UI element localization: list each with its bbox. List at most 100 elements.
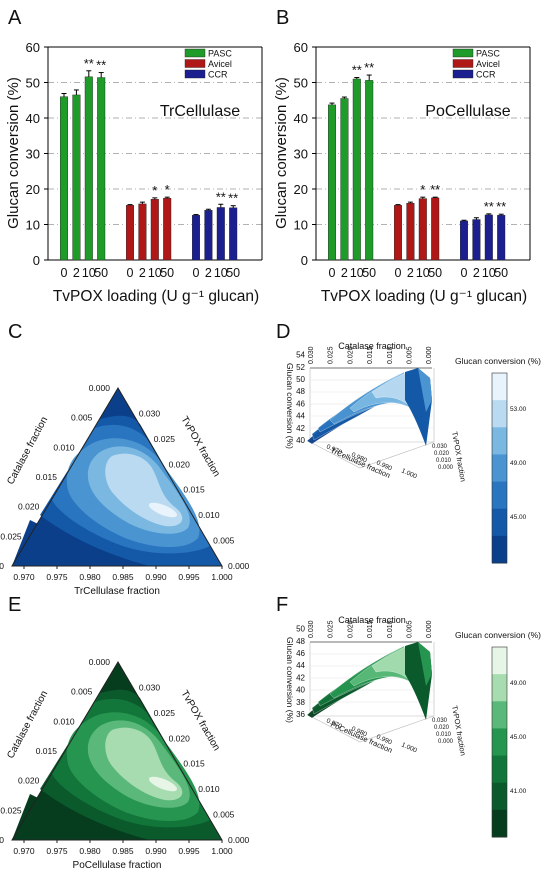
right-tick-label: 0.005	[213, 810, 235, 820]
front-tick-label: 1.000	[400, 467, 418, 480]
left-tick-label: 0.010	[53, 442, 75, 452]
legend-swatch	[452, 69, 474, 79]
right-tick-label: 0.000	[228, 561, 250, 571]
left-tick-label: 0.005	[71, 687, 93, 697]
surface-plot-f: 0.030 0.025 0.020 0.015 0.010 0.005 0.000 Catal…	[285, 615, 541, 838]
x-tick-label: 10	[82, 266, 96, 280]
top-axis-label: Catalase fraction	[338, 341, 406, 351]
x-tick-label: 50	[226, 266, 240, 280]
colorbar-segment	[492, 701, 507, 729]
x-tick-label: 0	[329, 266, 336, 280]
box-floor	[309, 441, 435, 469]
z-tick-label: 40	[296, 686, 305, 695]
legend-label: PASC	[476, 49, 500, 59]
bottom-tick-label: 0.995	[178, 846, 200, 856]
contour-level	[104, 388, 132, 412]
panel-letter-a: A	[8, 7, 22, 29]
ternary-frame	[11, 661, 223, 841]
bottom-tick-label: 0.985	[112, 846, 134, 856]
top-tick-label: 0.000	[426, 346, 433, 364]
z-tick-label: 50	[296, 375, 305, 384]
bar-ccr	[216, 207, 225, 261]
colorbar-segment	[492, 755, 507, 784]
side-axis-label: TvPOX fraction	[450, 705, 468, 757]
significance-mark: **	[228, 191, 238, 206]
colorbar-segment	[492, 373, 507, 401]
bar-ccr	[229, 207, 238, 261]
z-tick-label: 46	[296, 649, 305, 658]
z-tick-label: 44	[296, 661, 305, 670]
z-tick-label: 48	[296, 637, 305, 646]
z-tick-label: 44	[296, 412, 305, 421]
z-tick-label: 42	[296, 673, 305, 682]
left-tick-label: 0.015	[36, 746, 58, 756]
colorbar-segment	[492, 674, 507, 702]
z-tick-label: 52	[296, 363, 305, 372]
y-tick-label: 50	[294, 76, 308, 91]
side-tick-label: 0.020	[434, 725, 450, 731]
right-tick-label: 0.030	[139, 682, 161, 692]
x-tick-label: 2	[473, 266, 480, 280]
colorbar-segment	[492, 508, 507, 537]
legend-label: Avicel	[476, 59, 500, 69]
bar-avicel	[418, 198, 427, 261]
x-tick-label: 0	[61, 266, 68, 280]
right-tick-label: 0.015	[183, 485, 205, 495]
contour-level	[104, 662, 132, 686]
right-tick-label: 0.025	[154, 708, 176, 718]
x-axis-label: TvPOX loading (U g⁻¹ glucan)	[321, 288, 527, 305]
x-tick-label: 50	[160, 266, 174, 280]
box-floor	[309, 715, 435, 743]
significance-mark: *	[420, 182, 425, 197]
bottom-tick-label: 0.995	[178, 572, 200, 582]
x-tick-label: 0	[127, 266, 134, 280]
panel-letter-e: E	[8, 594, 21, 616]
bar-ccr	[204, 210, 213, 261]
panel-letter-b: B	[276, 7, 289, 29]
bar-pasc	[60, 96, 69, 261]
bottom-tick-label: 0.980	[79, 572, 101, 582]
bottom-axis-label: PoCellulase fraction	[73, 860, 162, 871]
y-tick-label: 10	[26, 218, 40, 233]
bottom-tick-label: 0.990	[145, 846, 167, 856]
left-tick-label: 0.015	[36, 472, 58, 482]
top-tick-label: 0.010	[387, 620, 394, 638]
contour-level	[148, 502, 178, 518]
bar-avicel	[431, 197, 440, 261]
z-axis-label: Glucan conversion (%)	[285, 637, 295, 723]
x-tick-label: 2	[205, 266, 212, 280]
legend-label: CCR	[208, 70, 228, 80]
bottom-tick-label: 0.990	[145, 572, 167, 582]
top-tick-label: 0.025	[328, 346, 335, 364]
bottom-tick-label: 0.980	[79, 846, 101, 856]
y-tick-label: 10	[294, 218, 308, 233]
y-tick-label: 0	[33, 253, 40, 268]
z-tick-label: 46	[296, 399, 305, 408]
y-tick-label: 30	[26, 147, 40, 162]
colorbar-segment	[492, 728, 507, 757]
y-tick-label: 60	[26, 40, 40, 55]
y-tick-label: 0	[301, 253, 308, 268]
legend-swatch	[184, 48, 206, 58]
contour-level	[12, 520, 140, 566]
z-axis-label: Glucan conversion (%)	[285, 363, 295, 449]
z-tick-label: 42	[296, 424, 305, 433]
top-tick-label: 0.005	[407, 346, 414, 364]
right-tick-label: 0.030	[139, 408, 161, 418]
bottom-tick-label: 0.975	[46, 572, 68, 582]
x-tick-label: 2	[407, 266, 414, 280]
colorbar-frame	[491, 372, 508, 564]
bar-avicel	[125, 205, 134, 261]
z-tick-label: 50	[296, 625, 305, 634]
right-tick-label: 0.000	[228, 835, 250, 845]
colorbar-tick-label: 49.00	[510, 460, 527, 467]
significance-mark: **	[364, 60, 374, 75]
top-tick-label: 0.015	[367, 620, 374, 638]
significance-mark: **	[496, 199, 506, 214]
x-tick-label: 10	[148, 266, 162, 280]
colorbar-title: Glucan conversion (%)	[455, 630, 541, 640]
left-tick-label: 0.030	[0, 561, 4, 571]
bar-pasc	[328, 104, 337, 261]
colorbar-tick-label: 53.00	[510, 406, 527, 413]
